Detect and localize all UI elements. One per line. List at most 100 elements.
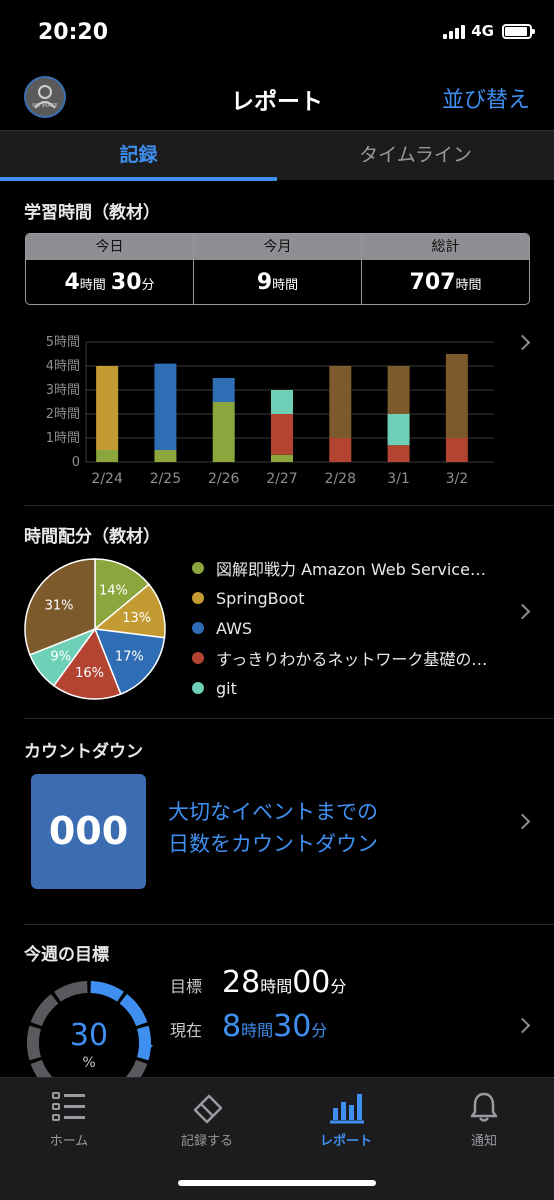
tab-timeline[interactable]: タイムライン (359, 144, 472, 166)
weekly-goal-chevron-icon[interactable] (514, 1017, 531, 1034)
countdown-chevron-icon[interactable] (514, 813, 531, 830)
status-bar: 20:20 4G (0, 0, 554, 70)
legend-item: すっきりわかるネットワーク基礎の… (192, 643, 487, 673)
legend-dot (192, 592, 204, 604)
signal-icon (443, 23, 466, 39)
x-tick-label: 2/25 (150, 471, 181, 487)
legend-item: 図解即戦力 Amazon Web Service… (192, 553, 487, 583)
avatar[interactable]: NO IMAGE (24, 76, 66, 118)
legend-dot (192, 562, 204, 574)
person-icon (34, 85, 56, 109)
countdown-number[interactable]: 000 (31, 774, 146, 889)
x-tick-label: 2/24 (91, 471, 123, 487)
legend-dot (192, 652, 204, 664)
summary-today-value: 4時間 30分 (26, 260, 193, 304)
bar-segment (212, 402, 235, 462)
legend-dot (192, 622, 204, 634)
legend-item: git (192, 673, 487, 703)
sort-button[interactable]: 並び替え (441, 88, 530, 113)
segment-tabs: 記録 タイムライン (0, 130, 554, 181)
pie-slice-label: 16% (75, 666, 104, 681)
bar-segment (445, 438, 468, 462)
bar-segment (212, 378, 235, 402)
countdown-line-1: 大切なイベントまでの (168, 800, 378, 824)
goal-ring-marker (148, 1042, 153, 1050)
bar-segment (387, 445, 410, 462)
pie-slice (52, 627, 122, 700)
goal-ring-segment (136, 1025, 151, 1061)
y-tick-label: 0 (72, 455, 80, 470)
tab-report[interactable]: レポート (277, 1090, 415, 1149)
total-hours: 707 (409, 270, 456, 295)
countdown-description[interactable]: 大切なイベントまでの 日数をカウントダウン (168, 796, 378, 860)
target-label: 目標 (170, 977, 203, 996)
goal-ring-segment (30, 1059, 54, 1078)
target-minutes: 00 (292, 965, 331, 1000)
goal-ring-segment (124, 1059, 148, 1078)
distribution-title: 時間配分（教材） (24, 527, 160, 547)
goal-ring-segment (90, 981, 124, 1002)
current-hours-unit: 時間 (241, 1021, 274, 1040)
distribution-chevron-icon[interactable] (514, 603, 531, 620)
legend-label: SpringBoot (216, 588, 305, 608)
legend-item: SpringBoot (192, 583, 487, 613)
bar-segment (387, 366, 410, 414)
goal-ring-segment (119, 993, 148, 1027)
tab-notifications-label: 通知 (470, 1134, 497, 1149)
tab-record[interactable]: 記録する (138, 1090, 276, 1149)
distribution-legend: 図解即戦力 Amazon Web Service… SpringBoot AWS すっ… (192, 553, 487, 703)
summary-total-value: 707時間 (362, 260, 529, 304)
legend-label: AWS (216, 618, 253, 638)
distribution-pie-chart[interactable]: 14% 13% 17% 16% 9% 31% (24, 558, 166, 700)
y-tick-label: 5時間 (46, 335, 80, 350)
countdown-title: カウントダウン (24, 742, 143, 762)
today-hours: 4 (64, 270, 80, 295)
tab-home[interactable]: ホーム (0, 1090, 138, 1149)
tab-records[interactable]: 記録 (0, 131, 277, 181)
page-title: レポート (231, 89, 323, 115)
study-time-bar-chart[interactable]: 0 1時間 2時間 3時間 4時間 5時間 2/24 2/25 2/26 2/27 2/28 3/1 3… (24, 330, 504, 490)
month-hours-unit: 時間 (272, 278, 299, 293)
bar-segment (271, 454, 293, 462)
x-tick-label: 3/1 (387, 471, 410, 487)
network-label: 4G (471, 22, 494, 40)
status-time: 20:20 (38, 20, 109, 45)
bottom-tab-bar: ホーム 記録する レポート 通知 (0, 1077, 554, 1200)
goal-ring-segment (54, 981, 88, 1002)
bar-segment (96, 450, 119, 462)
target-minutes-unit: 分 (330, 977, 347, 996)
bar-segment (329, 438, 352, 462)
bar-chart-icon (330, 1094, 364, 1124)
tab-notifications[interactable]: 通知 (415, 1090, 553, 1149)
eraser-icon (193, 1094, 223, 1124)
home-indicator (178, 1180, 376, 1186)
current-minutes-unit: 分 (311, 1021, 328, 1040)
legend-label: 図解即戦力 Amazon Web Service… (216, 560, 486, 579)
legend-label: git (216, 678, 237, 698)
today-hours-unit: 時間 (79, 278, 106, 293)
x-tick-label: 2/26 (208, 471, 240, 487)
pie-slice-label: 14% (99, 584, 128, 599)
y-tick-label: 1時間 (46, 431, 80, 446)
bar-segment (445, 354, 468, 438)
y-tick-label: 4時間 (46, 359, 80, 374)
pie-slice-label: 13% (122, 611, 151, 626)
summary-month-value: 9時間 (194, 260, 361, 304)
summary-month-header: 今月 (194, 234, 361, 260)
summary-total: 総計 707時間 (362, 234, 529, 304)
bar-segment (329, 366, 352, 438)
month-hours: 9 (256, 270, 273, 295)
pie-slice-label: 31% (45, 599, 74, 614)
bell-icon (470, 1092, 498, 1122)
battery-icon (502, 23, 535, 39)
countdown-line-2: 日数をカウントダウン (168, 832, 378, 856)
divider (24, 924, 554, 925)
status-indicators: 4G (443, 22, 535, 40)
target-hours: 28 (222, 965, 261, 1000)
tab-report-label: レポート (319, 1134, 372, 1149)
pie-slice-label: 9% (50, 650, 71, 665)
y-tick-label: 2時間 (46, 407, 80, 422)
chart-chevron-icon[interactable] (514, 334, 531, 351)
bar-segment (154, 363, 177, 450)
weekly-goal-percent-unit: % (82, 1055, 96, 1071)
